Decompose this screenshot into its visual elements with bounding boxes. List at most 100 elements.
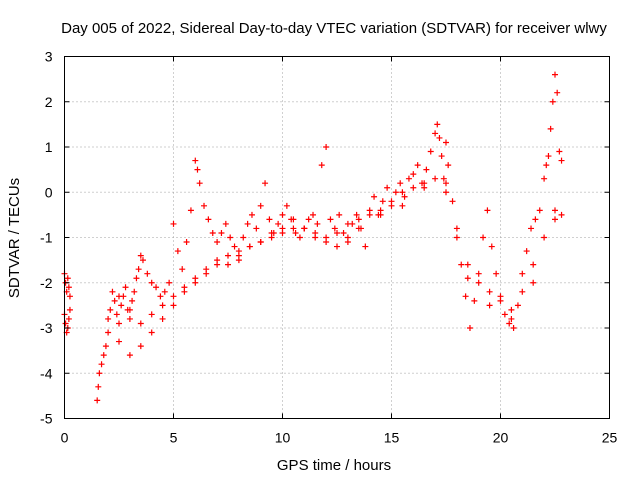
data-point	[292, 229, 299, 236]
data-point	[410, 171, 417, 178]
data-point	[279, 225, 286, 232]
x-tick-label: 0	[61, 430, 69, 446]
data-point	[126, 306, 133, 313]
data-point	[464, 275, 471, 282]
data-point	[552, 216, 558, 223]
data-point	[96, 370, 103, 377]
data-point	[318, 162, 325, 169]
data-point	[554, 89, 561, 96]
data-point	[135, 266, 142, 273]
data-point	[257, 202, 264, 209]
data-point	[174, 248, 181, 255]
data-point	[423, 166, 430, 173]
data-point	[240, 234, 247, 241]
y-tick-label: -3	[40, 320, 53, 336]
data-point	[501, 311, 508, 318]
data-point	[170, 302, 177, 309]
y-axis-label: SDTVAR / TECUs	[6, 178, 23, 298]
data-point	[144, 270, 151, 277]
data-point	[543, 162, 550, 169]
data-point	[275, 220, 282, 227]
data-point	[471, 297, 478, 304]
grid-lines	[64, 56, 610, 419]
data-point	[194, 166, 201, 173]
data-point	[62, 320, 69, 327]
data-point	[475, 279, 482, 286]
data-point	[218, 229, 225, 236]
data-point	[443, 139, 449, 146]
data-point	[159, 302, 166, 309]
data-point	[488, 243, 495, 250]
data-point	[122, 284, 129, 291]
data-point	[201, 202, 208, 209]
data-point	[336, 211, 343, 218]
data-point	[214, 257, 221, 264]
data-point	[443, 189, 449, 196]
data-point	[98, 361, 105, 368]
data-point	[290, 216, 297, 223]
data-point	[552, 71, 558, 78]
data-point	[486, 302, 493, 309]
data-point	[545, 153, 552, 160]
data-point	[305, 216, 312, 223]
data-point	[464, 261, 471, 268]
data-point	[129, 297, 136, 304]
data-point	[379, 198, 386, 205]
data-point	[148, 279, 155, 286]
data-point	[235, 252, 242, 259]
data-point	[102, 343, 109, 350]
data-point	[362, 243, 369, 250]
data-point	[266, 216, 273, 223]
data-point	[268, 229, 275, 236]
data-point	[166, 279, 173, 286]
data-point	[137, 252, 144, 259]
data-point	[118, 302, 125, 309]
x-axis-label: GPS time / hours	[277, 457, 391, 474]
data-point	[453, 225, 460, 232]
x-tick-label: 5	[170, 430, 178, 446]
data-point	[312, 234, 319, 241]
data-point	[126, 352, 133, 359]
x-tick-labels: 0 5 10 15 20 25	[61, 430, 618, 446]
data-point	[116, 293, 122, 300]
data-point	[410, 184, 417, 191]
data-point	[552, 207, 558, 214]
x-tick-label: 10	[275, 430, 291, 446]
data-point	[231, 243, 238, 250]
data-point	[558, 211, 565, 218]
y-tick-label: 1	[45, 139, 53, 155]
data-point	[519, 270, 526, 277]
data-point	[192, 275, 199, 282]
data-point	[148, 311, 155, 318]
data-point	[432, 130, 439, 137]
data-point	[421, 184, 428, 191]
y-tick-label: -4	[40, 365, 53, 381]
data-point	[257, 239, 264, 246]
data-point	[64, 275, 71, 282]
data-point	[462, 293, 469, 300]
data-point	[116, 338, 122, 345]
data-point	[248, 211, 255, 218]
data-point	[510, 325, 517, 331]
data-point	[205, 216, 212, 223]
data-point	[283, 202, 290, 209]
data-point	[514, 302, 521, 309]
data-point	[541, 175, 548, 182]
y-tick-labels: -5 -4 -3 -2 -1 0 1 2 3	[40, 49, 53, 427]
data-point	[196, 180, 203, 187]
data-point	[344, 234, 351, 241]
data-point	[523, 248, 530, 255]
data-point	[65, 315, 72, 322]
data-point	[530, 279, 537, 286]
y-tick-label: -1	[40, 230, 53, 246]
data-point	[556, 148, 563, 155]
data-point	[388, 198, 395, 205]
data-point	[227, 234, 234, 241]
data-point	[475, 270, 482, 277]
data-point	[244, 220, 251, 227]
data-series-wlwy	[61, 71, 565, 404]
data-point	[438, 153, 445, 160]
data-point	[445, 162, 452, 169]
data-point	[547, 125, 554, 132]
data-point	[366, 211, 373, 218]
